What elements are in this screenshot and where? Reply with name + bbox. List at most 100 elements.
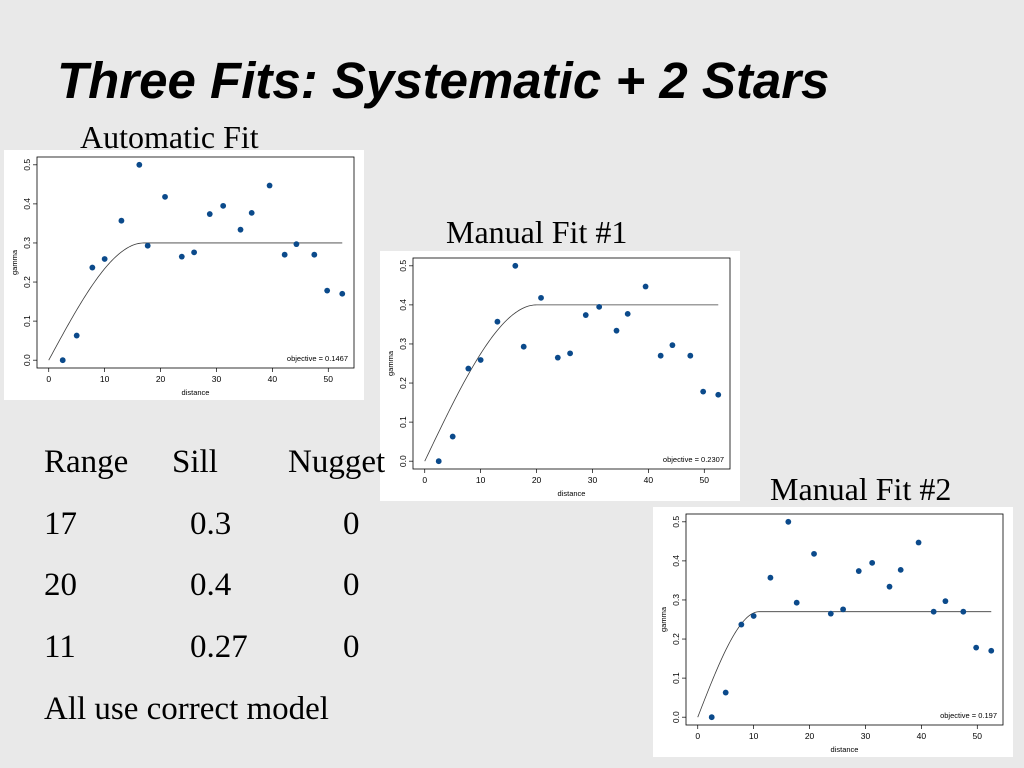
table-cell-nugget: 0 [343,629,360,665]
slide-title: Three Fits: Systematic + 2 Stars [57,52,830,109]
automatic-fit-chart-title: Automatic Fit [80,119,259,155]
data-point [596,303,603,310]
x-tick-label: 0 [695,731,700,741]
data-point [101,256,108,262]
data-point [118,217,125,224]
table-cell-sill: 0.4 [190,567,232,603]
objective-annotation: objective = 0.2307 [663,455,724,464]
x-tick-label: 40 [917,731,927,741]
data-point [311,251,318,258]
x-tick-label: 30 [588,475,598,485]
data-point [960,608,967,615]
table-cell-nugget: 0 [343,506,360,542]
y-axis-label: gamma [659,606,668,632]
data-point [554,354,561,361]
x-tick-label: 10 [476,475,486,485]
data-point [886,583,893,590]
y-tick-label: 0.5 [671,516,681,528]
data-point [715,391,722,398]
x-tick-label: 0 [422,475,427,485]
table-cell-nugget: 0 [343,567,360,603]
table-cell-sill: 0.27 [190,629,248,665]
x-tick-label: 50 [324,374,334,384]
data-point [722,689,729,696]
y-tick-label: 0.3 [671,594,681,606]
y-tick-label: 0.2 [22,276,32,288]
data-point [988,647,995,654]
x-tick-label: 0 [46,374,51,384]
x-tick-label: 10 [100,374,110,384]
y-tick-label: 0.1 [22,315,32,327]
data-point [869,559,876,566]
data-point [624,310,631,317]
table-cell-range: 17 [44,506,77,542]
data-point [613,327,620,334]
fit-line [424,304,719,462]
y-tick-label: 0.4 [398,299,408,311]
data-point [281,251,288,258]
data-point [687,352,694,359]
data-point [206,211,213,217]
data-point [324,287,331,294]
y-axis-label: gamma [386,350,395,376]
data-point [73,332,80,339]
table-header-range: Range [44,444,129,480]
data-point [642,283,649,290]
y-tick-label: 0.4 [671,555,681,567]
data-point [220,202,227,209]
data-point [942,598,949,605]
data-point [339,290,346,297]
data-point [293,241,300,248]
plot-frame [412,257,731,470]
y-tick-label: 0.1 [671,672,681,684]
data-point [811,550,817,557]
data-point [930,608,937,615]
x-tick-label: 30 [861,731,871,741]
x-tick-label: 20 [805,731,815,741]
data-point [827,610,834,617]
y-tick-label: 0.3 [398,338,408,350]
data-point [915,539,922,546]
fit-line [48,242,343,361]
data-point [248,209,255,216]
data-point [738,621,745,628]
data-point [144,242,151,249]
x-axis-label: distance [182,388,210,397]
plot-frame [36,156,355,369]
data-point [191,249,198,256]
x-tick-label: 40 [644,475,654,485]
table-cell-range: 11 [44,629,76,665]
table-cell-sill: 0.3 [190,506,232,542]
x-tick-label: 50 [973,731,983,741]
y-tick-label: 0.2 [398,377,408,389]
x-axis-label: distance [558,489,586,498]
data-point [237,226,244,233]
manual-fit-1-chart-title: Manual Fit #1 [446,214,628,250]
data-point [750,613,757,619]
x-tick-label: 50 [700,475,710,485]
fit-line [697,611,992,718]
data-point [136,161,143,168]
y-tick-label: 0.5 [398,260,408,272]
x-tick-label: 30 [212,374,222,384]
manual-fit-2-chart: 0 10 20 30 40 50 0.0 0.1 0.2 0.3 0.4 0.5 distance gam… [653,507,1013,757]
manual-fit-1-chart: 0 10 20 30 40 50 0.0 0.1 0.2 0.3 0.4 0.5 distance gam… [380,251,740,501]
data-point [657,352,664,359]
table-header-nugget: Nugget [288,444,386,480]
y-tick-label: 0.5 [22,159,32,171]
data-point [449,433,456,440]
x-tick-label: 40 [268,374,278,384]
data-point [567,350,573,357]
data-point [793,599,800,606]
y-tick-label: 0.0 [22,354,32,366]
manual-fit-2-chart-title: Manual Fit #2 [770,471,952,507]
objective-annotation: objective = 0.1467 [287,354,348,363]
data-point [897,566,904,573]
y-tick-label: 0.1 [398,416,408,428]
objective-annotation: objective = 0.197 [940,711,997,720]
automatic-fit-chart: 0 10 20 30 40 50 0.0 0.1 0.2 0.3 0.4 0.5 distance gam… [4,150,364,400]
data-point [538,294,544,301]
data-point [855,568,862,574]
data-point [89,264,96,271]
